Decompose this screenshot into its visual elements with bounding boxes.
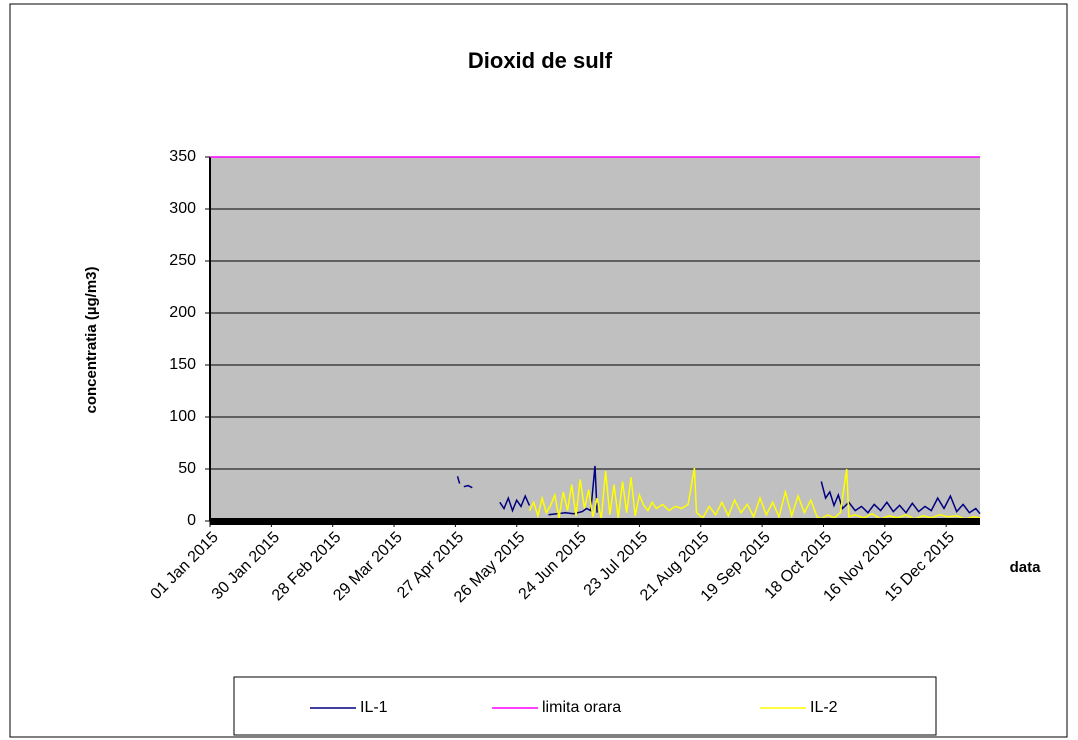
y-tick-label: 150 [169, 356, 196, 373]
y-tick-label: 300 [169, 200, 196, 217]
x-axis [210, 518, 980, 525]
legend-label: IL-2 [810, 699, 838, 716]
legend-label: limita orara [542, 699, 621, 716]
y-tick-label: 350 [169, 148, 196, 165]
y-tick-label: 0 [187, 512, 196, 529]
y-tick-label: 50 [178, 460, 196, 477]
plot-area [210, 157, 980, 521]
y-tick-label: 100 [169, 408, 196, 425]
y-axis-label: concentratia (µg/m3) [83, 266, 100, 413]
y-tick-label: 200 [169, 304, 196, 321]
y-tick-label: 250 [169, 252, 196, 269]
chart-title: Dioxid de sulf [468, 48, 613, 73]
x-axis-label: data [1010, 559, 1042, 576]
series-line [456, 465, 981, 516]
series-line [528, 467, 981, 520]
legend-label: IL-1 [360, 699, 388, 716]
legend [233, 676, 937, 736]
